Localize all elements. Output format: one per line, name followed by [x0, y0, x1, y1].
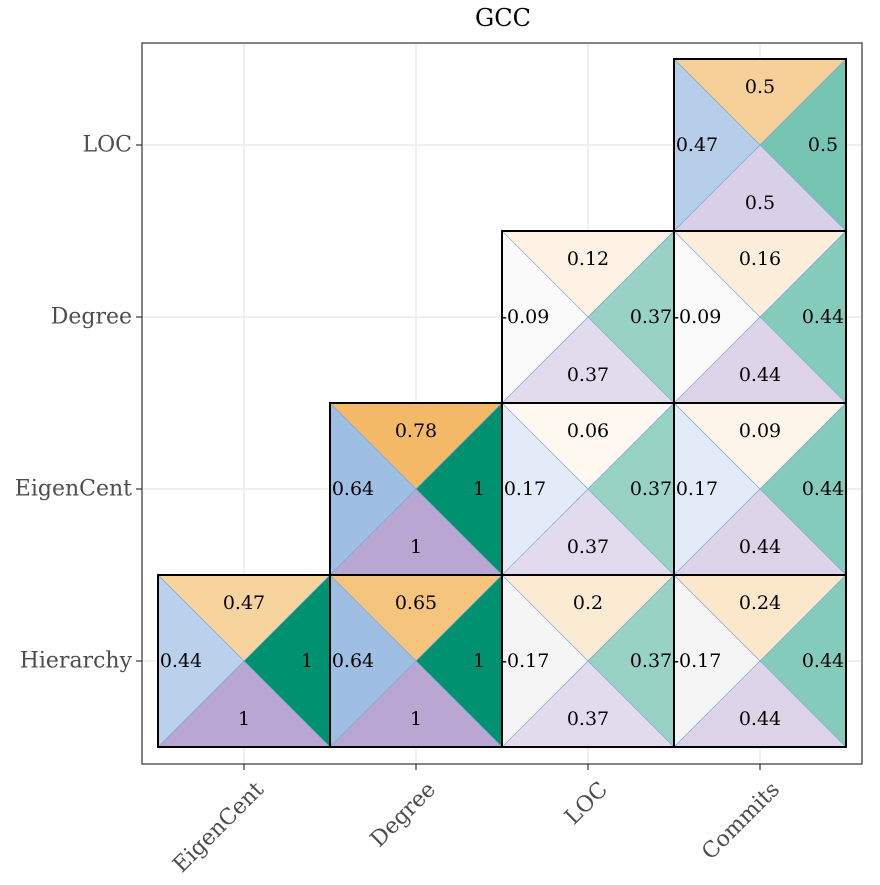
cell-commits-degree-right-label: 0.44: [802, 306, 844, 328]
cell-commits-degree-left-label: -0.09: [673, 306, 722, 328]
cell-loc-degree: 0.12 0.37 0.37 -0.09: [501, 230, 675, 404]
cell-commits-hierarchy-top-label: 0.24: [739, 592, 781, 614]
cell-degree-hierarchy-left-label: 0.64: [332, 650, 374, 672]
cell-degree-hierarchy-right-label: 1: [473, 650, 485, 672]
cells-layer: 0.47110.440.65110.640.20.370.37-0.170.24…: [157, 58, 847, 748]
x-tick-label-loc: LOC: [560, 777, 613, 830]
y-tick-label-degree: Degree: [51, 305, 132, 330]
y-tick-label-eigencent: EigenCent: [15, 477, 132, 502]
cell-loc-eigencent-bottom-label: 0.37: [567, 536, 609, 558]
cell-loc-hierarchy-bottom-label: 0.37: [567, 708, 609, 730]
cell-loc-hierarchy-top-label: 0.2: [573, 592, 603, 614]
cell-loc-eigencent-left-label: 0.17: [504, 478, 546, 500]
cell-eigencent-hierarchy-right-label: 1: [301, 650, 313, 672]
cell-loc-degree-bottom-label: 0.37: [567, 364, 609, 386]
cell-commits-hierarchy-bottom-label: 0.44: [739, 708, 781, 730]
chart-title: GCC: [475, 4, 531, 32]
cell-commits-degree-bottom-label: 0.44: [739, 364, 781, 386]
x-tick-label-degree: Degree: [366, 777, 441, 852]
cell-loc-degree-left-label: -0.09: [501, 306, 550, 328]
cell-commits-loc-bottom-label: 0.5: [745, 192, 775, 214]
cell-degree-eigencent-left-label: 0.64: [332, 478, 374, 500]
cell-degree-hierarchy-top-label: 0.65: [395, 592, 437, 614]
cell-commits-degree: 0.16 0.44 0.44 -0.09: [673, 230, 847, 404]
cell-loc-hierarchy: 0.2 0.37 0.37 -0.17: [501, 574, 675, 748]
cell-degree-hierarchy-bottom-label: 1: [410, 708, 422, 730]
cell-degree-eigencent: 0.78 1 1 0.64: [329, 402, 503, 576]
cell-commits-hierarchy-right-label: 0.44: [802, 650, 844, 672]
x-tick-label-commits: Commits: [697, 777, 785, 865]
cell-degree-eigencent-right-label: 1: [473, 478, 485, 500]
cell-commits-eigencent: 0.09 0.44 0.44 0.17: [673, 402, 847, 576]
cell-eigencent-hierarchy-left-label: 0.44: [160, 650, 202, 672]
cell-loc-eigencent: 0.06 0.37 0.37 0.17: [501, 402, 675, 576]
cell-commits-hierarchy: 0.24 0.44 0.44 -0.17: [673, 574, 847, 748]
cell-commits-loc-top-label: 0.5: [745, 76, 775, 98]
cell-eigencent-hierarchy-bottom-label: 1: [238, 708, 250, 730]
cell-eigencent-hierarchy-top-label: 0.47: [223, 592, 265, 614]
cell-commits-loc-right-label: 0.5: [808, 134, 838, 156]
cell-loc-eigencent-right-label: 0.37: [630, 478, 672, 500]
y-tick-label-hierarchy: Hierarchy: [20, 649, 133, 674]
cell-loc-degree-right-label: 0.37: [630, 306, 672, 328]
panel-border: [141, 42, 863, 765]
cell-commits-degree-top-label: 0.16: [739, 248, 781, 270]
cell-commits-eigencent-bottom-label: 0.44: [739, 536, 781, 558]
cell-loc-hierarchy-left-label: -0.17: [501, 650, 550, 672]
cell-loc-hierarchy-right-label: 0.37: [630, 650, 672, 672]
cell-commits-eigencent-right-label: 0.44: [802, 478, 844, 500]
cell-commits-loc-left-label: 0.47: [676, 134, 718, 156]
x-tick-label-eigencent: EigenCent: [168, 777, 269, 878]
cell-loc-degree-top-label: 0.12: [567, 248, 609, 270]
cell-degree-eigencent-bottom-label: 1: [410, 536, 422, 558]
cell-commits-eigencent-top-label: 0.09: [739, 420, 781, 442]
cell-eigencent-hierarchy: 0.47 1 1 0.44: [157, 574, 331, 748]
cell-loc-eigencent-top-label: 0.06: [567, 420, 609, 442]
cell-commits-hierarchy-left-label: -0.17: [673, 650, 722, 672]
cell-degree-hierarchy: 0.65 1 1 0.64: [329, 574, 503, 748]
cell-commits-eigencent-left-label: 0.17: [676, 478, 718, 500]
cell-degree-eigencent-top-label: 0.78: [395, 420, 437, 442]
y-tick-label-loc: LOC: [83, 133, 132, 158]
cell-commits-loc-border: [673, 58, 847, 232]
cell-commits-loc: 0.5 0.5 0.5 0.47: [673, 58, 847, 232]
